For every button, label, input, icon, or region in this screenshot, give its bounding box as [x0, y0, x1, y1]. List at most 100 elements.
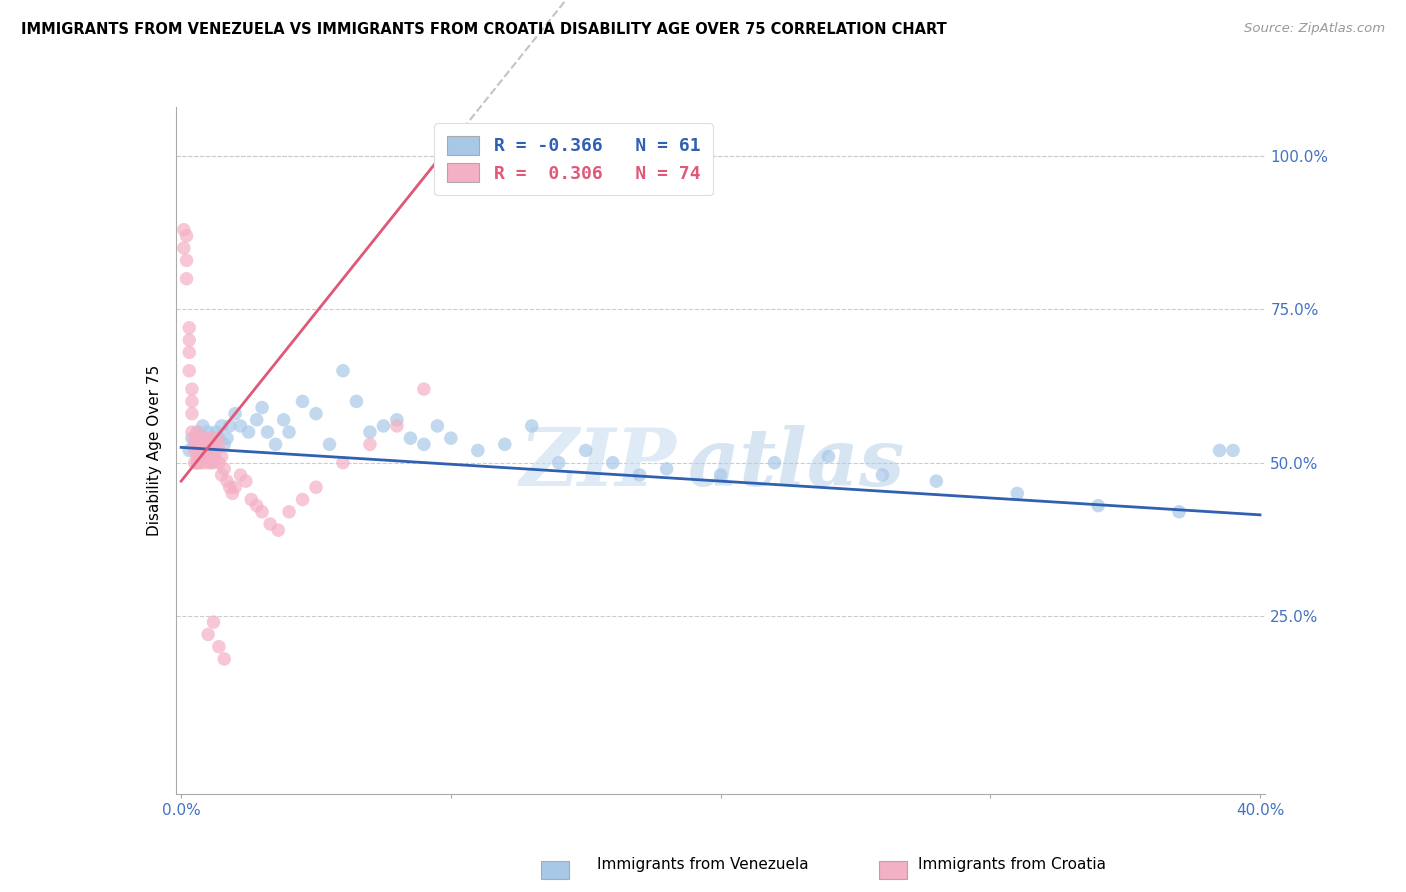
Point	[194, 431, 217, 445]
Point	[250, 401, 273, 415]
Point	[229, 467, 252, 482]
Point	[273, 413, 295, 427]
Point	[214, 462, 236, 476]
Point	[655, 462, 678, 476]
Point	[305, 407, 328, 421]
Point	[318, 437, 340, 451]
Text: IMMIGRANTS FROM VENEZUELA VS IMMIGRANTS FROM CROATIA DISABILITY AGE OVER 75 CORR: IMMIGRANTS FROM VENEZUELA VS IMMIGRANTS …	[21, 22, 946, 37]
Point	[188, 431, 211, 445]
Point	[197, 425, 219, 439]
Point	[179, 345, 201, 359]
Point	[215, 431, 238, 445]
Text: Immigrants from Croatia: Immigrants from Croatia	[918, 857, 1107, 872]
Point	[202, 437, 225, 451]
Point	[200, 443, 222, 458]
Point	[872, 467, 894, 482]
Point	[214, 437, 236, 451]
Point	[385, 419, 408, 434]
Point	[1087, 499, 1109, 513]
Point	[176, 253, 198, 268]
Point	[194, 450, 217, 464]
Point	[186, 425, 208, 439]
Point	[221, 486, 243, 500]
Point	[211, 419, 233, 434]
Point	[399, 431, 422, 445]
Point	[200, 431, 222, 445]
Point	[215, 474, 238, 488]
Point	[194, 437, 217, 451]
Point	[412, 437, 434, 451]
Point	[332, 456, 354, 470]
Point	[191, 443, 214, 458]
Text: Immigrants from Venezuela: Immigrants from Venezuela	[598, 857, 808, 872]
Point	[186, 456, 208, 470]
Y-axis label: Disability Age Over 75: Disability Age Over 75	[146, 365, 162, 536]
Point	[211, 467, 233, 482]
Point	[238, 425, 260, 439]
Point	[218, 419, 240, 434]
Point	[817, 450, 839, 464]
Point	[197, 443, 219, 458]
Point	[208, 437, 231, 451]
Point	[278, 505, 301, 519]
Point	[186, 425, 208, 439]
Point	[1222, 443, 1244, 458]
Point	[183, 431, 205, 445]
Point	[346, 394, 368, 409]
Point	[191, 419, 214, 434]
Point	[208, 431, 231, 445]
Point	[194, 431, 217, 445]
Point	[191, 456, 214, 470]
Point	[1007, 486, 1029, 500]
Point	[925, 474, 948, 488]
Point	[385, 413, 408, 427]
Point	[224, 407, 246, 421]
Point	[208, 456, 231, 470]
Text: ZIP: ZIP	[520, 425, 678, 503]
Point	[197, 450, 219, 464]
Point	[602, 456, 624, 470]
Point	[179, 333, 201, 347]
Point	[191, 437, 214, 451]
Point	[547, 456, 569, 470]
Point	[1168, 505, 1191, 519]
Point	[200, 456, 222, 470]
Point	[186, 456, 208, 470]
Text: Source: ZipAtlas.com: Source: ZipAtlas.com	[1244, 22, 1385, 36]
Point	[278, 425, 301, 439]
Point	[240, 492, 263, 507]
Point	[200, 443, 222, 458]
Point	[467, 443, 489, 458]
Point	[214, 652, 236, 666]
Point	[1208, 443, 1230, 458]
Point	[188, 437, 211, 451]
Point	[205, 431, 228, 445]
Point	[440, 431, 463, 445]
Point	[188, 456, 211, 470]
Point	[628, 467, 651, 482]
Point	[188, 450, 211, 464]
Point	[179, 443, 201, 458]
Point	[197, 627, 219, 641]
Point	[194, 443, 217, 458]
Point	[211, 450, 233, 464]
Point	[259, 517, 281, 532]
Point	[202, 437, 225, 451]
Point	[181, 425, 204, 439]
Point	[305, 480, 328, 494]
Point	[256, 425, 278, 439]
Point	[183, 437, 205, 451]
Point	[235, 474, 257, 488]
Point	[224, 480, 246, 494]
Point	[205, 425, 228, 439]
Point	[332, 364, 354, 378]
Point	[373, 419, 395, 434]
Point	[186, 437, 208, 451]
Point	[183, 456, 205, 470]
Point	[197, 456, 219, 470]
Point	[412, 382, 434, 396]
Point	[173, 223, 195, 237]
Point	[218, 480, 240, 494]
Point	[188, 450, 211, 464]
Point	[494, 437, 516, 451]
